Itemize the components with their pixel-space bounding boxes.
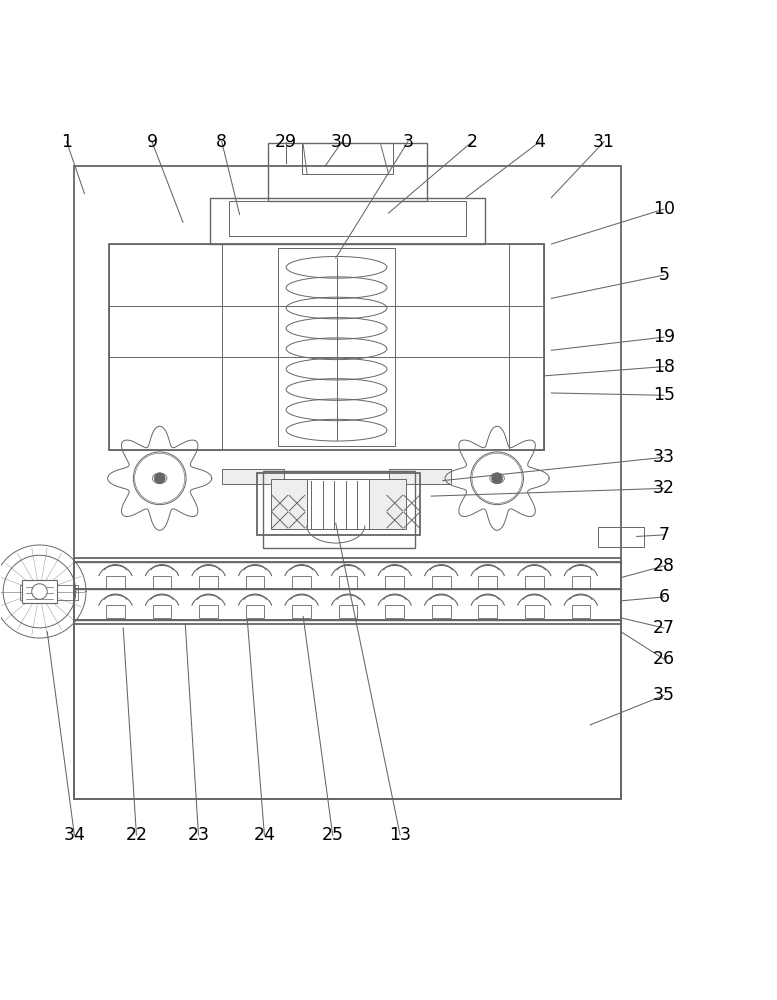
Text: 33: 33 — [653, 448, 675, 466]
Bar — [432, 576, 451, 588]
Bar — [75, 589, 621, 620]
Bar — [110, 244, 221, 450]
Bar — [75, 166, 621, 799]
Bar — [270, 479, 406, 529]
Text: 8: 8 — [216, 133, 227, 151]
Text: 4: 4 — [535, 133, 545, 151]
Bar — [246, 605, 264, 618]
Circle shape — [471, 452, 524, 505]
Bar — [75, 620, 621, 799]
Text: 5: 5 — [658, 266, 669, 284]
Text: 28: 28 — [653, 557, 675, 575]
Bar — [339, 576, 357, 588]
Circle shape — [134, 452, 186, 505]
Bar — [199, 576, 218, 588]
Bar — [525, 576, 544, 588]
Text: 15: 15 — [653, 386, 675, 404]
Bar — [153, 605, 172, 618]
Text: 13: 13 — [389, 826, 411, 844]
Ellipse shape — [490, 473, 504, 484]
Text: 19: 19 — [653, 328, 675, 346]
Bar — [385, 576, 404, 588]
Bar — [479, 605, 497, 618]
Text: 30: 30 — [331, 133, 353, 151]
Bar — [292, 605, 311, 618]
Bar — [432, 605, 451, 618]
Bar — [106, 605, 125, 618]
Text: 3: 3 — [402, 133, 413, 151]
Bar — [301, 143, 393, 174]
Text: 6: 6 — [658, 588, 670, 606]
Text: 1: 1 — [61, 133, 72, 151]
Text: 22: 22 — [125, 826, 148, 844]
Bar — [509, 244, 544, 450]
Text: 24: 24 — [253, 826, 275, 844]
Circle shape — [32, 584, 47, 599]
Circle shape — [492, 473, 503, 484]
Bar — [307, 479, 369, 529]
Text: 34: 34 — [64, 826, 85, 844]
Bar — [278, 248, 395, 446]
Bar — [20, 585, 78, 600]
Text: 35: 35 — [653, 686, 675, 704]
Bar — [385, 605, 404, 618]
Bar — [221, 469, 284, 484]
Bar — [153, 576, 172, 588]
Text: 18: 18 — [653, 358, 675, 376]
Bar — [256, 473, 420, 535]
Text: 10: 10 — [653, 200, 675, 218]
Text: 7: 7 — [658, 526, 669, 544]
Bar — [572, 605, 591, 618]
Bar — [110, 244, 544, 450]
Bar — [199, 605, 218, 618]
Text: 32: 32 — [653, 479, 675, 497]
Text: 2: 2 — [467, 133, 478, 151]
Ellipse shape — [152, 473, 167, 484]
Bar — [210, 198, 486, 244]
Bar — [23, 580, 57, 603]
Circle shape — [155, 473, 166, 484]
Text: 26: 26 — [653, 650, 675, 668]
Bar — [229, 201, 466, 236]
Text: 31: 31 — [593, 133, 615, 151]
Bar — [75, 562, 621, 589]
Bar — [75, 558, 621, 624]
Text: 9: 9 — [146, 133, 158, 151]
Bar — [339, 605, 357, 618]
Bar — [525, 605, 544, 618]
Bar — [263, 471, 415, 548]
Bar — [572, 576, 591, 588]
Bar — [246, 576, 264, 588]
Bar — [268, 143, 427, 201]
Text: 25: 25 — [322, 826, 343, 844]
Bar — [479, 576, 497, 588]
Text: 23: 23 — [187, 826, 210, 844]
Bar — [598, 527, 644, 547]
Bar — [388, 469, 451, 484]
Text: 29: 29 — [275, 133, 297, 151]
Bar — [106, 576, 125, 588]
Text: 27: 27 — [653, 619, 675, 637]
Bar — [292, 576, 311, 588]
